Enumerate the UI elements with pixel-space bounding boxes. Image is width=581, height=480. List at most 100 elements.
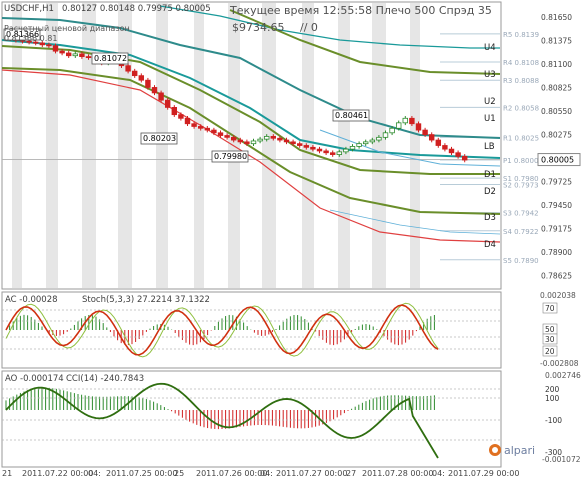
pivot-label: S4 0.7922 <box>503 228 539 236</box>
price-tick-label: 0.79175 <box>541 225 572 234</box>
callout-label: 0.79980 <box>214 152 247 161</box>
candle-body <box>251 141 256 144</box>
level-label: U1 <box>484 114 496 124</box>
candle-body <box>245 142 250 144</box>
candle-body <box>159 93 164 100</box>
level-label: U3 <box>484 70 496 80</box>
session-band <box>372 3 386 288</box>
stoch-tick-label: 70 <box>545 304 555 313</box>
info-label: Текущее время 12:55:58 Плечо 500 Спрэд 3… <box>229 4 492 17</box>
candle-body <box>165 100 170 107</box>
price-tick-label: 0.81375 <box>541 37 572 46</box>
pivot-label: S2 0.7973 <box>503 182 539 190</box>
pivot-label: R2 0.8058 <box>503 104 539 112</box>
balance-label: $9734.65 <box>232 21 285 34</box>
candle-body <box>416 124 421 130</box>
candle-body <box>212 130 217 133</box>
candle-body <box>218 133 223 136</box>
candle-body <box>344 149 349 152</box>
session-band <box>82 3 96 288</box>
candle-body <box>429 135 434 140</box>
candle-body <box>198 126 203 128</box>
candle-body <box>238 140 243 142</box>
candle-body <box>337 152 342 155</box>
candle-body <box>60 51 65 53</box>
pivot-label: P1 0.8000 <box>503 157 538 165</box>
price-tick-label: 0.81100 <box>541 60 572 69</box>
cci-label: CCI(14) -240.7843 <box>66 374 144 384</box>
candle-body <box>80 54 85 57</box>
stoch-tick-label: 30 <box>545 335 555 344</box>
candle-body <box>152 87 157 92</box>
candle-body <box>47 45 52 46</box>
stoch-tick-label: 50 <box>545 325 555 334</box>
candle-body <box>363 142 368 144</box>
ao-panel-frame <box>2 371 501 467</box>
candle-body <box>324 151 329 153</box>
candle-body <box>297 144 302 146</box>
watermark-text: alpari <box>504 444 535 457</box>
cci-tick-label: 200 <box>545 385 560 394</box>
callout-label: 0.80461 <box>335 111 368 120</box>
callout-label: 0.80203 <box>143 134 176 143</box>
candle-body <box>456 153 461 157</box>
session-band <box>118 3 132 288</box>
time-tick-label: 2011.07.28 00:00 <box>362 469 433 478</box>
pivot-label: R5 0.8139 <box>503 31 539 39</box>
ohlc-label: 0.80127 0.80148 0.79975 0.80005 <box>62 4 211 14</box>
ac-label: AC -0.00028 <box>5 295 58 305</box>
current-price-label: 0.80005 <box>541 156 574 165</box>
time-tick-label: 2011.07.26 00:00 <box>196 469 267 478</box>
candle-body <box>284 140 289 142</box>
candle-body <box>258 139 263 141</box>
level-label: D2 <box>484 187 496 197</box>
candle-body <box>278 138 283 140</box>
candle-body <box>350 146 355 149</box>
alpari-logo: alpari <box>489 444 535 457</box>
candle-body <box>271 136 276 138</box>
candle-body <box>40 43 45 45</box>
symbol-label: USDCHF,H1 <box>4 4 54 14</box>
pivot-label: S5 0.7890 <box>503 257 539 265</box>
extra-label: // 0 <box>300 21 318 34</box>
time-tick-label: 21 <box>2 469 12 478</box>
candle-body <box>423 130 428 135</box>
main-panel-frame <box>2 2 501 289</box>
pivot-label: R1 0.8025 <box>503 134 539 142</box>
candle-body <box>146 80 151 87</box>
candle-body <box>383 133 388 138</box>
price-tick-label: 0.78625 <box>541 272 572 281</box>
candle-body <box>304 146 309 148</box>
candle-body <box>172 107 177 114</box>
pivot-label: R4 0.8108 <box>503 59 539 67</box>
candle-body <box>317 149 322 151</box>
level-label: U2 <box>484 97 496 107</box>
range-label-2: 0.81366 0.81 <box>4 34 57 43</box>
candle-body <box>231 137 236 140</box>
candle-body <box>132 71 137 76</box>
candle-body <box>225 136 230 138</box>
time-tick-label: 04: <box>432 469 445 478</box>
session-band <box>338 3 350 288</box>
stoch-tick-label: 20 <box>545 347 555 356</box>
candle-body <box>357 144 362 147</box>
ao-label: AO -0.000174 <box>5 374 64 384</box>
candle-body <box>53 46 58 51</box>
stoch-label: Stoch(5,3,3) 27.2214 37.1322 <box>82 295 210 305</box>
candle-body <box>449 149 454 153</box>
price-tick-label: 0.78900 <box>541 248 572 257</box>
candle-body <box>73 54 78 56</box>
time-tick-label: 04: <box>88 469 101 478</box>
price-tick-label: 0.79725 <box>541 178 572 187</box>
pivot-label: S3 0.7942 <box>503 210 539 218</box>
candle-body <box>396 123 401 128</box>
candle-body <box>192 124 197 127</box>
candle-body <box>311 147 316 149</box>
candle-body <box>330 153 335 155</box>
ac-panel-frame <box>2 292 501 368</box>
candle-body <box>390 128 395 133</box>
time-tick-label: 2011.07.22 00:00 <box>22 469 93 478</box>
candle-body <box>185 118 190 123</box>
